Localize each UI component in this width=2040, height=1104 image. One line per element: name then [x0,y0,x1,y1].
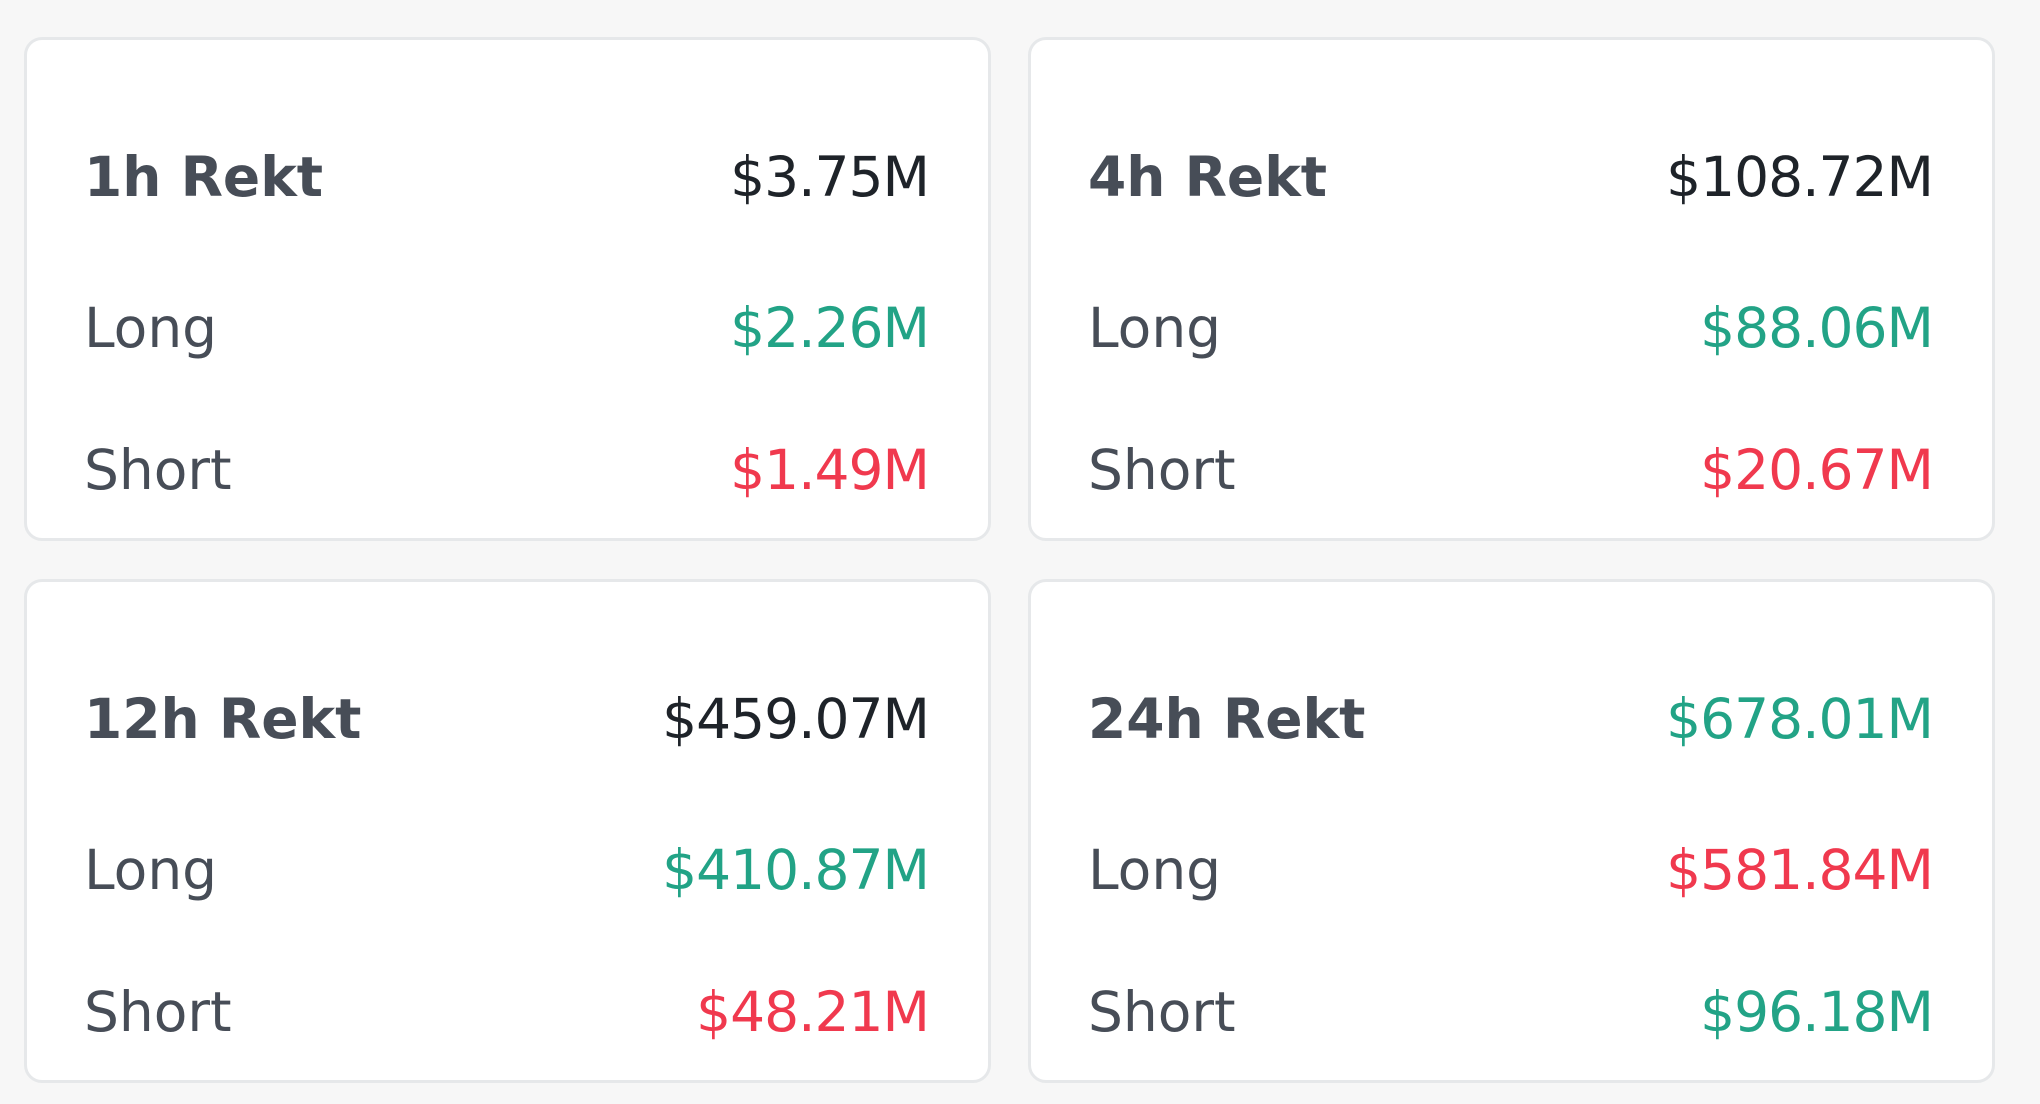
rekt-stats-grid: 1h Rekt $3.75M Long $2.26M Short $1.49M … [24,37,1995,1083]
card-title: 24h Rekt [1088,687,1366,751]
short-value: $96.18M [1700,980,1934,1044]
rekt-card-12h: 12h Rekt $459.07M Long $410.87M Short $4… [24,579,991,1083]
total-row: 24h Rekt $678.01M [1088,657,1934,781]
total-row: 1h Rekt $3.75M [84,115,930,239]
long-label: Long [1088,838,1222,902]
short-value: $1.49M [730,438,930,502]
rekt-card-4h: 4h Rekt $108.72M Long $88.06M Short $20.… [1028,37,1995,541]
long-value: $410.87M [662,838,930,902]
total-value: $459.07M [662,687,930,751]
total-value: $678.01M [1666,687,1934,751]
short-value: $20.67M [1700,438,1934,502]
long-label: Long [84,838,218,902]
card-title: 1h Rekt [84,145,324,209]
card-title: 12h Rekt [84,687,362,751]
short-row: Short $20.67M [1088,399,1934,541]
long-label: Long [84,296,218,360]
short-row: Short $48.21M [84,941,930,1083]
long-row: Long $410.87M [84,799,930,941]
short-label: Short [84,438,232,502]
long-label: Long [1088,296,1222,360]
long-value: $88.06M [1700,296,1934,360]
long-value: $2.26M [730,296,930,360]
long-row: Long $88.06M [1088,257,1934,399]
short-label: Short [1088,980,1236,1044]
long-row: Long $2.26M [84,257,930,399]
short-label: Short [1088,438,1236,502]
long-value: $581.84M [1666,838,1934,902]
long-row: Long $581.84M [1088,799,1934,941]
short-row: Short $96.18M [1088,941,1934,1083]
total-row: 12h Rekt $459.07M [84,657,930,781]
short-label: Short [84,980,232,1044]
short-row: Short $1.49M [84,399,930,541]
total-row: 4h Rekt $108.72M [1088,115,1934,239]
short-value: $48.21M [696,980,930,1044]
total-value: $108.72M [1666,145,1934,209]
rekt-card-1h: 1h Rekt $3.75M Long $2.26M Short $1.49M [24,37,991,541]
rekt-card-24h: 24h Rekt $678.01M Long $581.84M Short $9… [1028,579,1995,1083]
total-value: $3.75M [730,145,930,209]
card-title: 4h Rekt [1088,145,1328,209]
